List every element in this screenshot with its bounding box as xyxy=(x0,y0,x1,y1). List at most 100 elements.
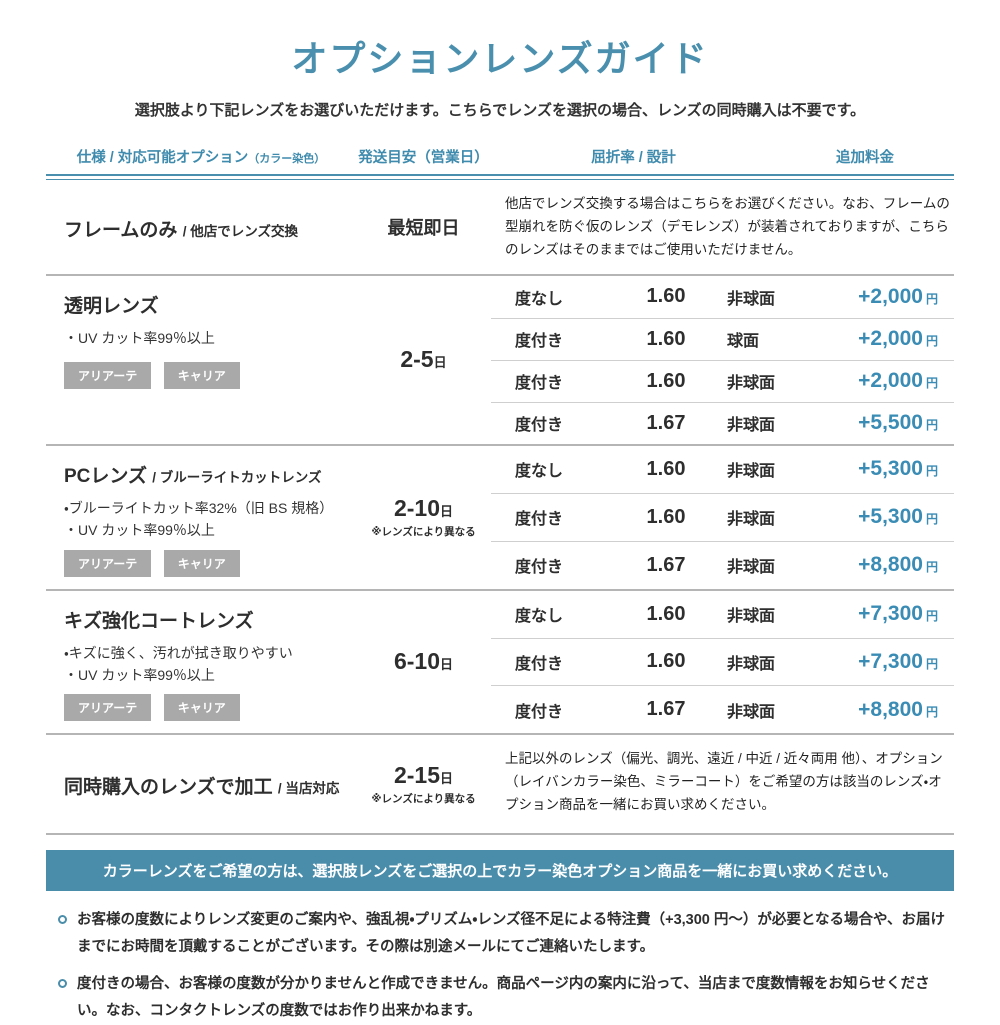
price-value: +8,800 xyxy=(858,697,923,721)
section-title: PCレンズ / ブルーライトカットレンズ xyxy=(64,461,350,488)
header-right-group: 屈折率 / 設計 追加料金 xyxy=(491,146,954,167)
refractive-index: 1.67 xyxy=(646,553,686,576)
price-unit: 円 xyxy=(925,418,938,433)
section-title: キズ強化コートレンズ xyxy=(64,606,350,633)
footer-notes: お客様の度数によりレンズ変更のご案内や、強乱視・プリズム・レンズ径不足による特注… xyxy=(46,907,954,1024)
badge-career: キャリア xyxy=(163,549,240,577)
section-simultaneous-purchase: 同時購入のレンズで加工 / 当店対応 2-15日 ※レンズにより異なる 上記以外… xyxy=(46,735,954,833)
lens-design: 非球面 xyxy=(727,655,776,673)
section-title-text: 同時購入のレンズで加工 xyxy=(64,777,273,799)
section-pc-lens: PCレンズ / ブルーライトカットレンズ ・ブルーライトカット率32%（旧 BS… xyxy=(46,446,954,589)
section-divider xyxy=(46,588,954,591)
badge-career: キャリア xyxy=(163,694,240,722)
lens-design: 非球面 xyxy=(727,417,776,435)
feature-bullet: ・ブルーライトカット率32%（旧 BS 規格） xyxy=(64,499,334,516)
header-spec-label: 仕様 / 対応可能オプション xyxy=(76,150,249,166)
price-cell: +8,800 円 xyxy=(855,698,954,722)
price-value: +5,500 xyxy=(858,411,923,435)
page-subtitle: 選択肢より下記レンズをお選びいただけます。こちらでレンズを選択の場合、レンズの同… xyxy=(134,102,866,119)
price-unit: 円 xyxy=(925,291,938,306)
price-value: +8,800 xyxy=(858,553,923,577)
lens-rows: 度なし 1.60 非球面 +7,300 円 度付き 1.60 非球面 +7,300… xyxy=(491,591,954,734)
lens-row: 度付き 1.67 非球面 +8,800 円 xyxy=(491,685,954,733)
price-unit: 円 xyxy=(925,464,938,479)
badge-ariaate: アリアーテ xyxy=(64,549,152,577)
price-cell: +7,300 円 xyxy=(855,602,954,626)
price-cell: +8,800 円 xyxy=(855,553,954,577)
section-pc-lens-left: PCレンズ / ブルーライトカットレンズ ・ブルーライトカット率32%（旧 BS… xyxy=(46,446,356,589)
badge-row: アリアーテ キャリア xyxy=(64,362,350,390)
shipping-cell: 2-5日 xyxy=(356,276,491,444)
lens-design: 非球面 xyxy=(727,511,776,529)
price-value: +2,000 xyxy=(858,327,923,351)
feature-bullet: ・UV カット率99％以上 xyxy=(64,522,215,539)
shipping-value: 2-10日 xyxy=(394,495,453,522)
shipping-unit: 日 xyxy=(440,657,454,673)
price-value: +2,000 xyxy=(858,284,923,308)
footer-note: お客様の度数によりレンズ変更のご案内や、強乱視・プリズム・レンズ径不足による特注… xyxy=(46,907,954,961)
lens-row: 度付き 1.60 球面 +2,000 円 xyxy=(491,317,954,360)
header-double-rule xyxy=(46,174,954,180)
price-cell: +2,000 円 xyxy=(855,369,954,393)
header-spec: 仕様 / 対応可能オプション（カラー染色） xyxy=(46,146,356,167)
section-divider xyxy=(46,443,954,446)
shipping-value: 最短即日 xyxy=(387,217,460,238)
refractive-index: 1.60 xyxy=(646,457,686,480)
shipping-cell: 6-10日 xyxy=(356,591,491,734)
section-divider xyxy=(46,733,954,736)
shipping-unit: 日 xyxy=(440,771,454,787)
price-cell: +2,000 円 xyxy=(855,327,954,351)
price-unit: 円 xyxy=(925,512,938,527)
price-unit: 円 xyxy=(925,656,938,671)
section-title: 同時購入のレンズで加工 / 当店対応 xyxy=(64,772,339,799)
price-unit: 円 xyxy=(925,334,938,349)
section-frame-only-left: フレームのみ / 他店でレンズ交換 xyxy=(46,180,356,274)
section-title-text: フレームのみ xyxy=(64,219,178,241)
header-shipping: 発送目安（営業日） xyxy=(358,150,489,166)
lens-design: 非球面 xyxy=(727,703,776,721)
badge-career: キャリア xyxy=(163,362,240,390)
price-cell: +7,300 円 xyxy=(855,650,954,674)
price-cell: +5,300 円 xyxy=(855,457,954,481)
lens-power-type: 度付き xyxy=(515,559,564,577)
footer-note-text: 度付きの場合、お客様の度数が分かりませんと作成できません。商品ページ内の案内に沿… xyxy=(77,976,930,1019)
feature-bullets: ・ブルーライトカット率32%（旧 BS 規格） ・UV カット率99％以上 xyxy=(64,497,350,542)
lens-row: 度付き 1.67 非球面 +8,800 円 xyxy=(491,540,954,589)
lens-rows: 度なし 1.60 非球面 +5,300 円 度付き 1.60 非球面 +5,300… xyxy=(491,446,954,589)
badge-row: アリアーテ キャリア xyxy=(64,694,350,722)
color-lens-banner: カラーレンズをご希望の方は、選択肢レンズをご選択の上でカラー染色オプション商品を… xyxy=(46,850,954,892)
shipping-cell: 2-10日 ※レンズにより異なる xyxy=(356,446,491,589)
table-header-row: 仕様 / 対応可能オプション（カラー染色） 発送目安（営業日） 屈折率 / 設計… xyxy=(46,146,954,167)
page-title: オプションレンズガイド xyxy=(291,38,709,79)
lens-power-type: 度付き xyxy=(515,375,564,393)
lens-design: 非球面 xyxy=(727,608,776,626)
shipping-cell: 最短即日 xyxy=(356,180,491,274)
shipping-unit: 日 xyxy=(433,355,447,371)
lens-power-type: 度なし xyxy=(515,608,564,626)
section-title-suffix: / 当店対応 xyxy=(277,781,340,797)
lens-power-type: 度付き xyxy=(515,333,564,351)
section-divider xyxy=(46,273,954,276)
header-index-design: 屈折率 / 設計 xyxy=(591,150,676,166)
lens-design: 非球面 xyxy=(727,375,776,393)
price-unit: 円 xyxy=(925,560,938,575)
section-note: 他店でレンズ交換する場合はこちらをお選びください。なお、フレームの型崩れを防ぐ仮… xyxy=(505,196,950,257)
section-title-suffix: / ブルーライトカットレンズ xyxy=(152,469,322,485)
header-price: 追加料金 xyxy=(836,150,894,166)
lens-row: 度なし 1.60 非球面 +2,000 円 xyxy=(491,276,954,318)
section-clear-lens-left: 透明レンズ ・UV カット率99％以上 アリアーテ キャリア xyxy=(46,276,356,444)
lens-power-type: 度付き xyxy=(515,511,564,529)
shipping-value: 2-15日 xyxy=(394,762,453,789)
price-value: +7,300 xyxy=(858,649,923,673)
section-title-text: キズ強化コートレンズ xyxy=(64,610,254,632)
circle-bullet-icon xyxy=(58,915,67,925)
section-title: 透明レンズ xyxy=(64,291,350,318)
price-unit: 円 xyxy=(925,376,938,391)
price-value: +5,300 xyxy=(858,505,923,529)
refractive-index: 1.60 xyxy=(646,369,686,392)
shipping-note: ※レンズにより異なる xyxy=(371,526,476,539)
lens-row: 度付き 1.60 非球面 +5,300 円 xyxy=(491,492,954,541)
price-value: +5,300 xyxy=(858,457,923,481)
lens-design: 非球面 xyxy=(727,559,776,577)
refractive-index: 1.67 xyxy=(646,411,686,434)
